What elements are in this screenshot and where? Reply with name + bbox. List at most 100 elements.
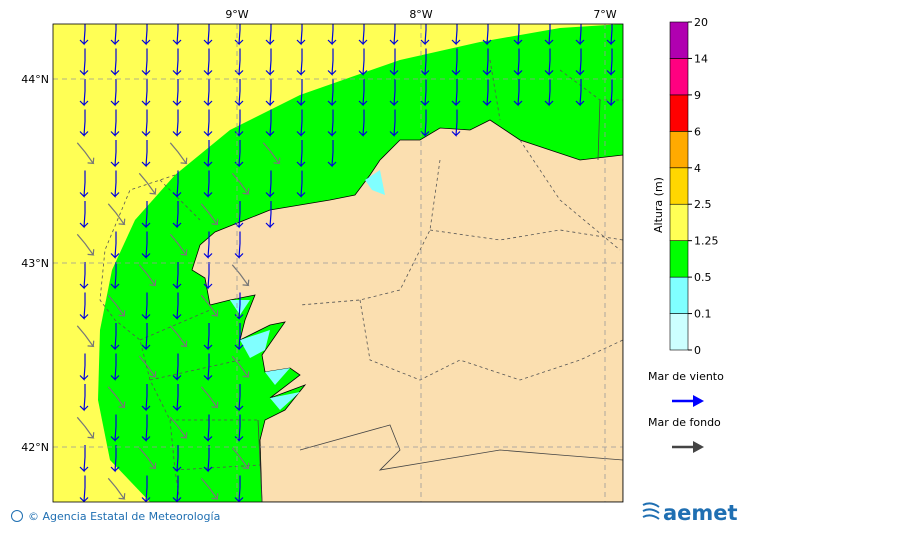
wave-arrow [513,24,523,46]
wave-arrow [203,140,213,168]
lat-label: 44°N [21,73,49,86]
wave-arrow [234,475,244,502]
wave-arrow [203,353,213,381]
wave-arrow [327,24,337,46]
wave-arrow [231,447,250,470]
wave-arrow [138,264,157,287]
wave-arrow [172,292,182,320]
wave-arrow [172,201,182,229]
wave-arrow [200,477,219,500]
wave-arrow [327,140,337,168]
wave-arrow [107,203,126,226]
wave-arrow [76,325,95,348]
wave-arrow [110,24,120,46]
wave-arrow [138,447,157,470]
credit: © Agencia Estatal de Meteorología [28,510,220,523]
wave-arrow [296,109,306,137]
wave-arrows [76,24,616,502]
wave-arrow [203,323,213,351]
colorbar-label: 9 [694,89,701,102]
wave-arrow [513,79,523,107]
wave-arrow [107,386,126,409]
wave-arrow [79,79,89,107]
wave-arrow [110,79,120,107]
wave-arrow [234,292,244,320]
graticule [53,24,623,502]
legend-arrowhead [693,395,704,407]
wave-arrow [389,24,399,46]
wave-arrow [141,140,151,168]
wave-arrow [79,170,89,198]
wave-arrow [296,24,306,46]
wave-arrow [389,48,399,76]
wave-arrow [327,48,337,76]
wave-arrow [138,172,157,195]
wave-arrow [141,231,151,259]
wave-arrow [79,262,89,290]
wave-arrow [110,231,120,259]
wave-arrow [141,414,151,442]
colorbar-bin [669,94,689,132]
wave-arrow [451,48,461,76]
wave-arrow [79,201,89,229]
wave-arrow [141,292,151,320]
wave-arrow [141,201,151,229]
colorbar: 0 0.1 0.5 1.25 2.5 4 6 9 14 20 [669,16,719,357]
colorbar-label: 0.1 [694,308,712,321]
wave-arrow [141,48,151,76]
colorbar-label: 4 [694,162,701,175]
borders [99,59,623,502]
wave-arrow [231,355,250,378]
wave-arrow [544,79,554,107]
wave-arrow [203,79,213,107]
wave-arrow [169,233,188,256]
wave-arrow [141,475,151,502]
colorbar-bin [669,167,689,205]
wave-arrow [358,109,368,137]
lon-label: 9°W [225,8,248,21]
wave-arrow [234,414,244,442]
wave-arrow [172,24,182,46]
wave-arrow [420,79,430,107]
wave-arrow [110,170,120,198]
colorbar-label: 20 [694,16,708,29]
wave-arrow [203,170,213,198]
wave-arrow [482,48,492,76]
wave-arrow [296,170,306,198]
map [53,24,623,502]
wave-arrow [169,142,188,165]
wave-arrow [76,416,95,439]
wave-arrow [513,48,523,76]
colorbar-label: 6 [694,125,701,138]
wave-arrow [265,170,275,198]
wave-arrow [141,24,151,46]
wave-arrow [544,24,554,46]
lat-label: 42°N [21,441,49,454]
wave-arrow [606,79,616,107]
wave-arrow [296,140,306,168]
wave-arrow [76,233,95,256]
lon-label: 7°W [593,8,616,21]
wave-arrow [203,48,213,76]
wave-arrow [451,109,461,137]
wave-arrow [606,24,616,46]
wave-arrow [141,384,151,412]
wave-arrow [327,79,337,107]
colorbar-label: 0 [694,344,701,357]
map-frame [52,23,624,503]
colorbar-label: 2.5 [694,198,712,211]
colorbar-label: 1.25 [694,235,719,248]
wave-arrow [203,231,213,259]
wave-arrow [451,24,461,46]
wave-arrow [203,24,213,46]
wave-arrow [79,24,89,46]
wave-arrow [107,477,126,500]
wave-arrow [172,475,182,502]
colorbar-bin [669,131,689,169]
colorbar-label: 0.5 [694,271,712,284]
wave-arrow [265,109,275,137]
wave-arrow [389,79,399,107]
wave-arrow [172,353,182,381]
wave-arrow [200,386,219,409]
